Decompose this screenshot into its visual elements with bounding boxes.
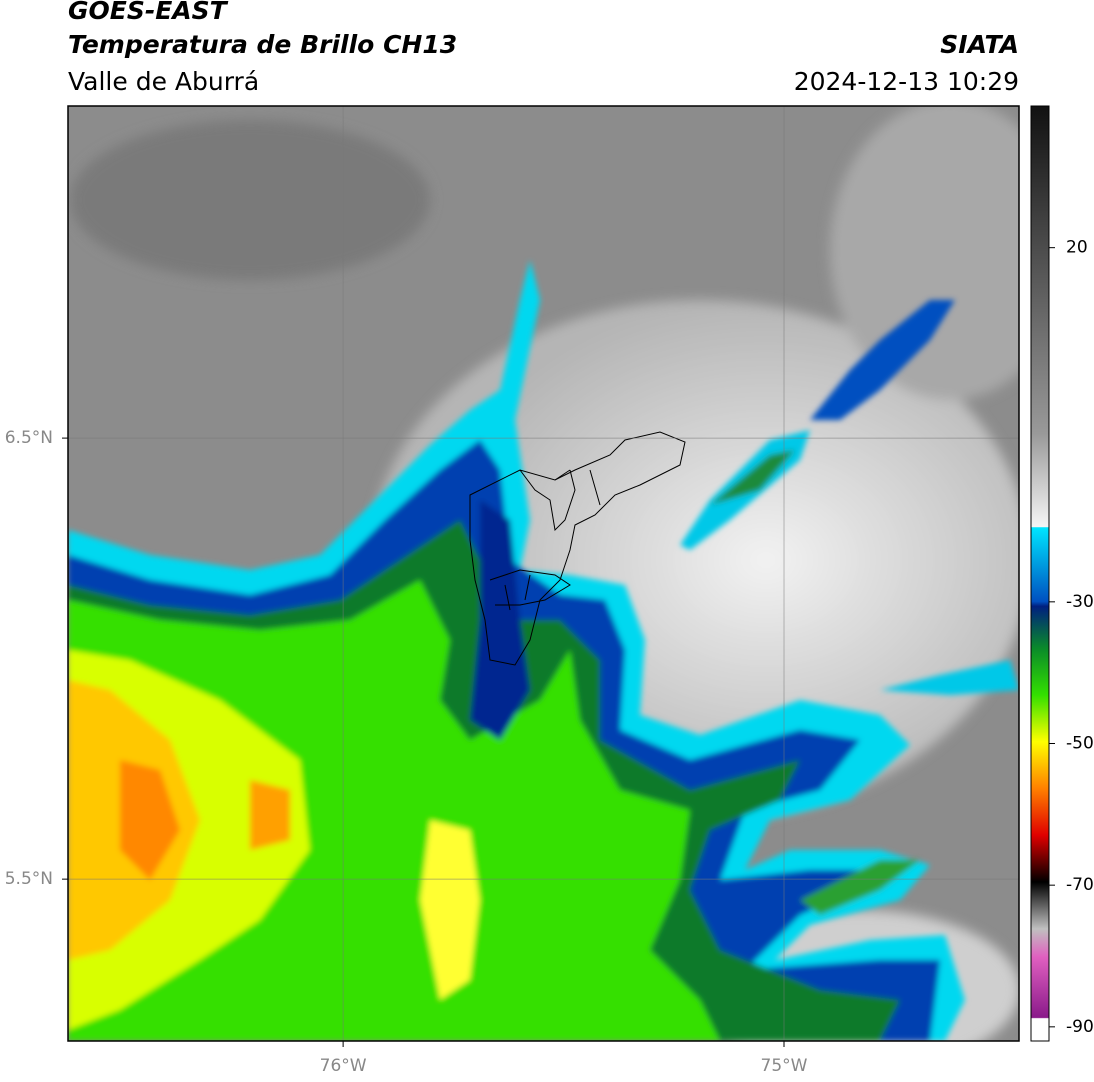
map-frame bbox=[67, 105, 1020, 1042]
colorbar-tick-label: 20 bbox=[1066, 238, 1088, 258]
grid bbox=[68, 106, 1019, 1041]
y-tick-label: 6.5°N bbox=[5, 428, 53, 448]
timestamp: 2024-12-13 10:29 bbox=[794, 67, 1019, 96]
colorbar-tick-label: -70 bbox=[1066, 875, 1094, 895]
colorbar bbox=[1030, 105, 1050, 1042]
y-tick-label: 5.5°N bbox=[5, 869, 53, 889]
satellite-image bbox=[68, 106, 1019, 1041]
region: Valle de Aburrá bbox=[68, 67, 259, 96]
colorbar-tick-label: -50 bbox=[1066, 734, 1094, 754]
subtitle: Temperatura de Brillo CH13 bbox=[68, 30, 457, 59]
title: GOES-EAST bbox=[68, 0, 229, 25]
valle-de-aburra-outline bbox=[469, 431, 686, 666]
colorbar-tick-label: -30 bbox=[1066, 592, 1094, 612]
colorbar-tick-label: -90 bbox=[1066, 1017, 1094, 1037]
x-tick-label: 76°W bbox=[320, 1056, 367, 1076]
x-tick-label: 75°W bbox=[761, 1056, 808, 1076]
source: SIATA bbox=[940, 30, 1019, 59]
